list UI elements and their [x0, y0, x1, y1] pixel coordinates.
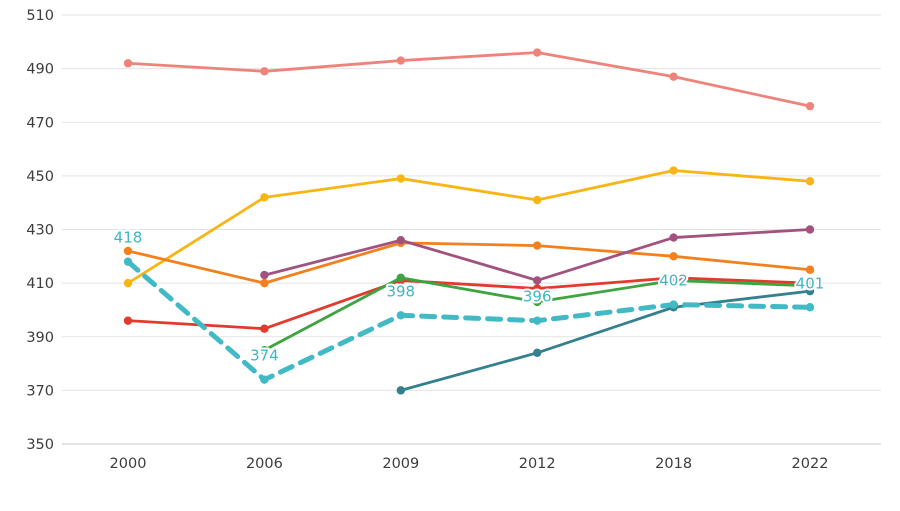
data-point-label: 401 — [796, 274, 825, 292]
x-axis-tick-label: 2006 — [246, 456, 283, 472]
data-point-salmon-line — [669, 72, 678, 81]
x-axis-tick-label: 2022 — [792, 456, 829, 472]
x-axis-tick-label: 2018 — [655, 456, 692, 472]
data-point-label: 418 — [114, 229, 143, 247]
data-point-purple-line — [533, 276, 542, 285]
data-point-salmon-line — [533, 48, 542, 57]
data-point-slate-teal-line — [533, 348, 542, 358]
data-point-salmon-line — [805, 101, 815, 111]
data-point-orange-line — [123, 246, 133, 256]
data-point-orange-line — [805, 265, 815, 274]
series-orange-line — [126, 241, 812, 285]
y-axis-tick-label: 510 — [26, 8, 54, 24]
y-axis-tick-label: 350 — [26, 437, 54, 453]
y-axis-tick-label: 470 — [26, 115, 54, 131]
data-point-label: 402 — [659, 272, 688, 290]
series-teal-dashed-line — [125, 259, 813, 383]
data-point-teal-dashed-line — [260, 375, 269, 384]
x-axis-tick-label: 2012 — [519, 456, 556, 472]
data-point-orange-line — [669, 252, 678, 261]
data-point-slate-teal-line — [805, 286, 815, 296]
data-point-purple-line — [260, 270, 269, 280]
series-slate-teal-line — [399, 289, 812, 392]
data-point-label: 398 — [386, 282, 415, 300]
data-point-red-line — [123, 316, 133, 325]
data-point-teal-dashed-line — [533, 316, 542, 325]
data-point-amber-line — [123, 278, 133, 288]
y-axis-tick-label: 490 — [26, 62, 54, 78]
data-point-amber-line — [533, 195, 542, 205]
data-point-label: 396 — [523, 288, 552, 306]
data-point-salmon-line — [123, 59, 133, 68]
series-purple-line — [262, 228, 812, 282]
data-point-amber-line — [669, 166, 678, 175]
y-axis-tick-label: 390 — [26, 330, 54, 346]
data-point-teal-dashed-line — [396, 311, 405, 320]
data-point-green-line — [669, 276, 678, 285]
data-point-orange-line — [533, 241, 542, 250]
data-point-teal-dashed-line — [669, 300, 678, 309]
series-salmon-line — [126, 51, 812, 108]
data-point-green-line — [396, 273, 405, 282]
series-red-line — [126, 276, 812, 331]
data-point-teal-dashed-line — [123, 257, 133, 266]
y-axis-tick-label: 370 — [26, 383, 54, 399]
data-point-red-line — [533, 284, 542, 293]
data-point-teal-dashed-line — [805, 303, 815, 312]
data-point-orange-line — [260, 278, 269, 288]
x-axis-tick-label: 2000 — [110, 456, 147, 472]
data-point-purple-line — [669, 233, 678, 242]
data-point-green-line — [260, 345, 269, 355]
data-point-salmon-line — [260, 67, 269, 76]
data-point-purple-line — [805, 225, 815, 234]
data-point-amber-line — [260, 193, 269, 202]
data-point-red-line — [260, 324, 269, 333]
data-point-green-line — [533, 297, 542, 307]
data-point-amber-line — [396, 174, 405, 183]
y-axis-tick-label: 430 — [26, 223, 54, 239]
data-point-label: 374 — [250, 347, 279, 365]
series-amber-line — [126, 169, 812, 285]
data-point-slate-teal-line — [396, 386, 405, 395]
y-axis-tick-label: 450 — [26, 169, 54, 185]
x-axis-tick-label: 2009 — [382, 456, 419, 472]
data-point-amber-line — [805, 177, 815, 186]
y-axis-tick-label: 410 — [26, 276, 54, 292]
data-point-purple-line — [396, 236, 405, 245]
data-point-salmon-line — [396, 56, 405, 65]
